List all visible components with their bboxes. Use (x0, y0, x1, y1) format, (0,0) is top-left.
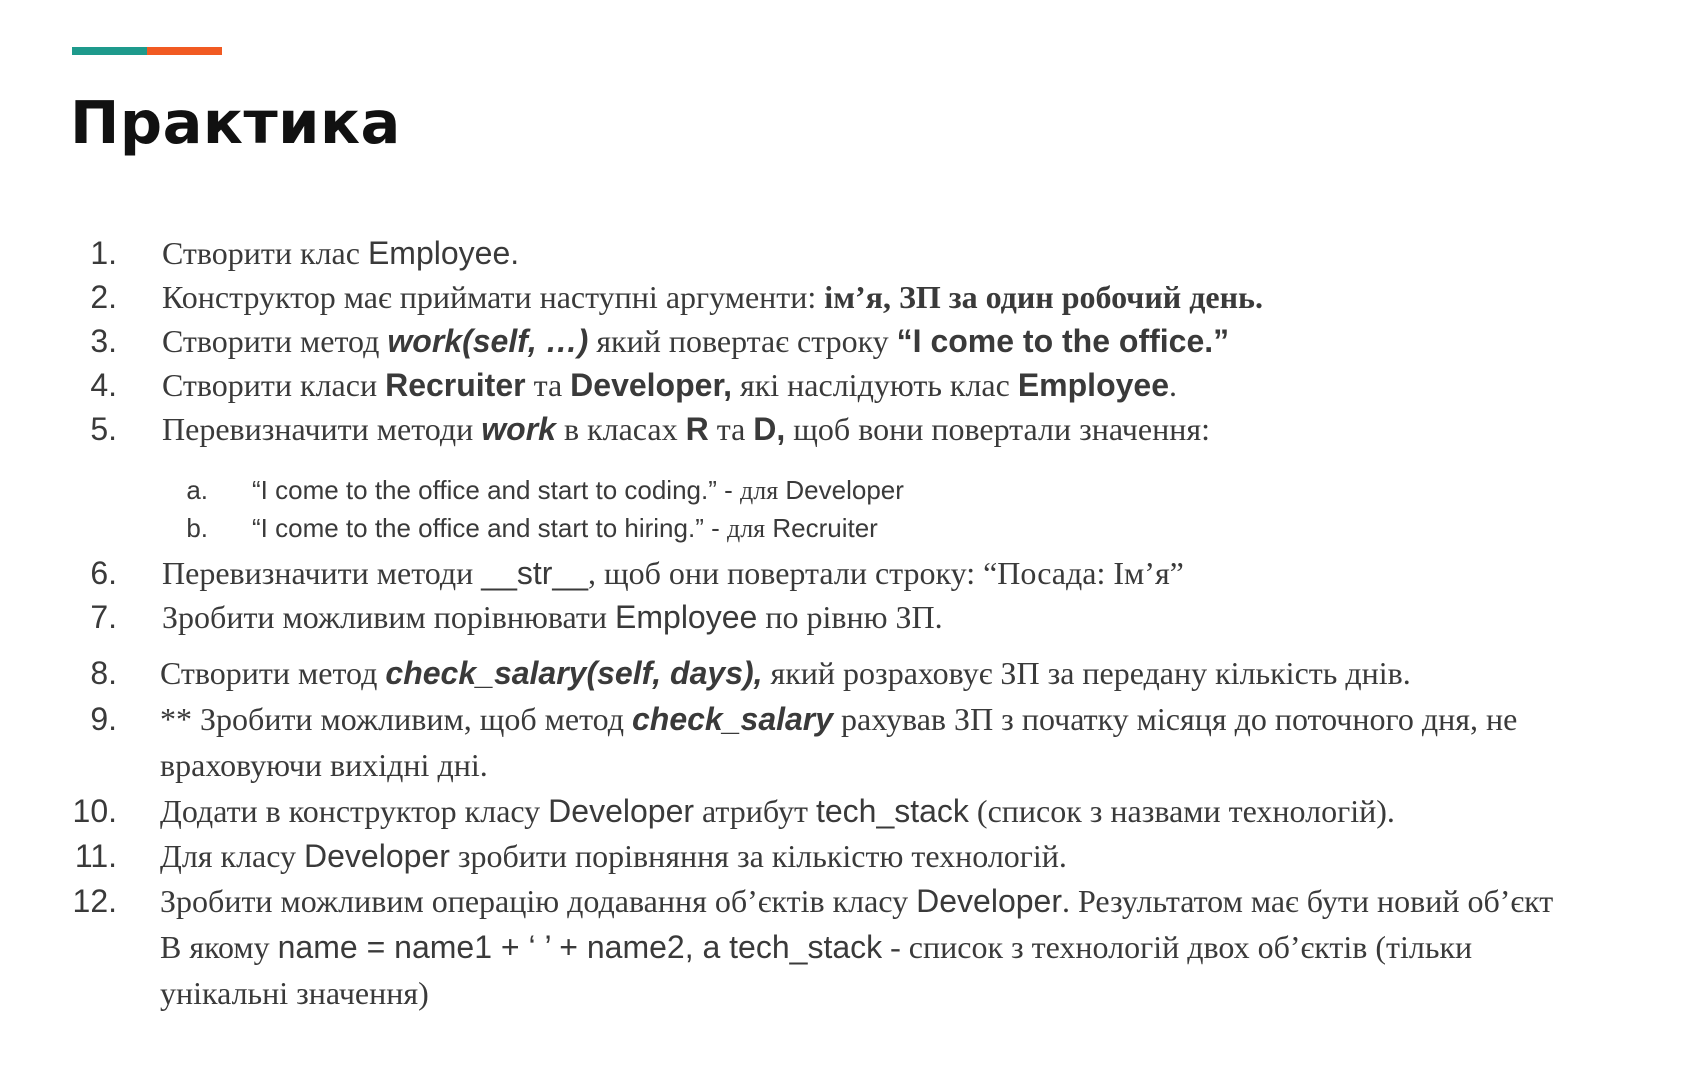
item-text: Створити метод work(self, …) який поверт… (162, 323, 1230, 359)
item-text: Конструктор має приймати наступні аргуме… (162, 279, 1263, 315)
item-number: 9. (90, 701, 117, 737)
title-accent-bar (72, 47, 222, 55)
item-number: 10. (72, 793, 117, 829)
item-number: 2. (90, 279, 117, 315)
item-text-continuation: унікальні значення) (160, 975, 429, 1011)
sub-item-text: “I come to the office and start to codin… (252, 475, 904, 505)
page-title: Практика (70, 88, 401, 157)
sub-item-letter: b. (186, 513, 208, 543)
item-text: Перевизначити методи work в класах R та … (162, 411, 1210, 447)
item-number: 3. (90, 323, 117, 359)
sub-item-text: “I come to the office and start to hirin… (252, 513, 878, 543)
item-text: Додати в конструктор класу Developer атр… (160, 793, 1395, 829)
accent-teal (72, 47, 147, 55)
item-text: Зробити можливим операцію додавання об’є… (160, 883, 1554, 919)
item-text: ** Зробити можливим, щоб метод check_sal… (160, 701, 1518, 737)
item-text-continuation: враховуючи вихідні дні. (160, 747, 488, 783)
item-number: 4. (90, 367, 117, 403)
item-number: 7. (90, 599, 117, 635)
item-text: Для класу Developer зробити порівняння з… (160, 838, 1067, 874)
item-text: Створити класи Recruiter та Developer, я… (162, 367, 1177, 403)
item-number: 6. (90, 555, 117, 591)
item-text-continuation: В якому name = name1 + ‘ ’ + name2, a te… (160, 929, 1473, 965)
item-text: Зробити можливим порівнювати Employee по… (162, 599, 943, 635)
item-text: Створити метод check_salary(self, days),… (160, 655, 1411, 691)
item-number: 12. (72, 883, 117, 919)
accent-orange (147, 47, 222, 55)
item-number: 11. (74, 838, 117, 874)
sub-item-letter: a. (186, 475, 208, 505)
item-text: Створити клас Employee. (162, 235, 520, 271)
item-number: 1. (90, 235, 117, 271)
item-number: 5. (90, 411, 117, 447)
item-text: Перевизначити методи __str__, щоб они по… (162, 555, 1184, 591)
item-number: 8. (90, 655, 117, 691)
